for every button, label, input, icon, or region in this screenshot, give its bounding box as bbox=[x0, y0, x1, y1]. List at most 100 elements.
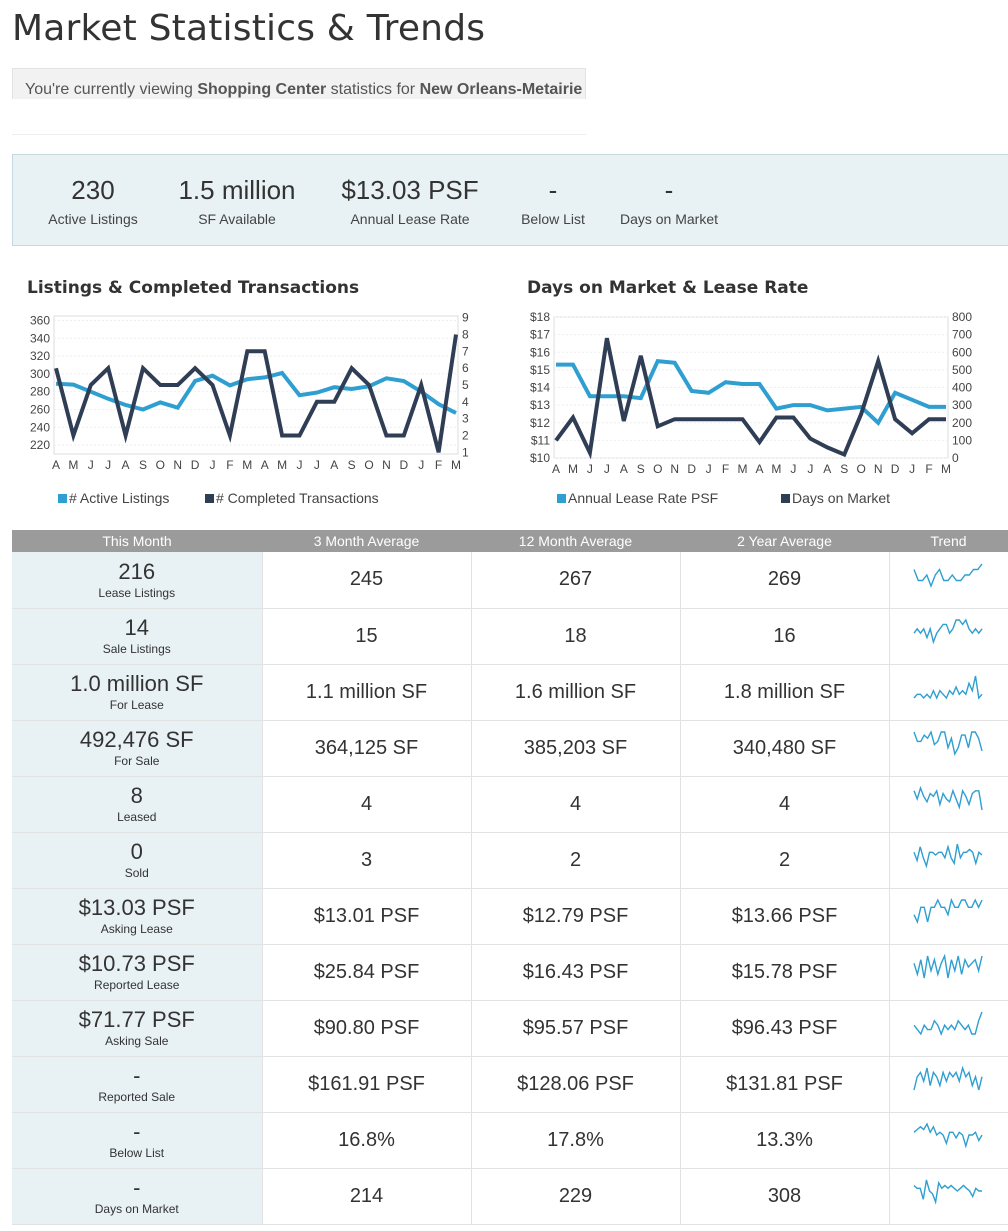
sparkline-path bbox=[913, 1122, 983, 1149]
this-month-value: $71.77 PSF bbox=[78, 1007, 195, 1032]
this-month-cell: - Below List bbox=[12, 1112, 262, 1169]
metric-label: Asking Sale bbox=[105, 1034, 169, 1048]
y-right-tick-label: 5 bbox=[462, 378, 469, 392]
trend-cell bbox=[888, 776, 1008, 833]
x-tick-label: F bbox=[925, 462, 932, 476]
y-left-tick-label: $11 bbox=[531, 433, 550, 447]
y-left-tick-label: 340 bbox=[30, 331, 50, 345]
three-month-average: $13.01 PSF bbox=[261, 888, 471, 945]
x-tick-label: A bbox=[52, 458, 60, 472]
table-row: 492,476 SF For Sale 364,125 SF 385,203 SF 34… bbox=[12, 720, 1008, 777]
x-tick-label: N bbox=[173, 458, 182, 472]
trend-cell bbox=[888, 1112, 1008, 1169]
two-year-average: 308 bbox=[679, 1168, 889, 1225]
trend-cell bbox=[888, 944, 1008, 1001]
this-month-value: - bbox=[133, 1175, 141, 1200]
summary-panel: 230 Active Listings 1.5 million SF Avail… bbox=[12, 154, 1008, 246]
summary-value: - bbox=[664, 175, 674, 205]
header-trend: Trend bbox=[889, 530, 1008, 552]
two-year-average: $96.43 PSF bbox=[679, 1000, 889, 1057]
stats-table: This Month 3 Month Average 12 Month Aver… bbox=[12, 530, 1008, 1225]
twelve-month-average: 385,203 SF bbox=[470, 720, 680, 777]
three-month-average: $161.91 PSF bbox=[261, 1056, 471, 1113]
table-row: - Below List 16.8% 17.8% 13.3% bbox=[12, 1112, 1008, 1169]
sparkline-path bbox=[913, 675, 983, 700]
sparkline-path bbox=[913, 897, 983, 925]
summary-label: Active Listings bbox=[48, 211, 138, 227]
summary-value: $13.03 PSF bbox=[341, 175, 479, 205]
y-right-tick-label: 8 bbox=[462, 328, 469, 342]
three-month-average: $90.80 PSF bbox=[261, 1000, 471, 1057]
x-tick-label: D bbox=[891, 462, 900, 476]
three-month-average: 1.1 million SF bbox=[261, 664, 471, 721]
two-year-average: 13.3% bbox=[679, 1112, 889, 1169]
x-tick-label: D bbox=[399, 458, 408, 472]
legend-label: Days on Market bbox=[792, 490, 890, 506]
legend-swatch bbox=[58, 494, 67, 503]
twelve-month-average: 17.8% bbox=[470, 1112, 680, 1169]
sparkline-path bbox=[913, 618, 983, 645]
y-right-tick-label: 700 bbox=[952, 328, 972, 342]
two-year-average: 1.8 million SF bbox=[679, 664, 889, 721]
trend-sparkline bbox=[913, 843, 983, 869]
y-left-tick-label: $17 bbox=[530, 328, 550, 342]
table-row: 216 Lease Listings 245 267 269 bbox=[12, 552, 1008, 609]
summary-sf-available: 1.5 million SF Available bbox=[171, 171, 303, 229]
two-year-average: 2 bbox=[679, 832, 889, 889]
x-tick-label: M bbox=[451, 458, 461, 472]
trend-sparkline bbox=[913, 897, 983, 925]
y-right-tick-label: 3 bbox=[462, 412, 469, 426]
trend-cell bbox=[888, 552, 1008, 609]
y-right-tick-label: 600 bbox=[952, 345, 972, 359]
chart-title-days-lease: Days on Market & Lease Rate bbox=[527, 278, 809, 298]
two-year-average: 16 bbox=[679, 608, 889, 665]
twelve-month-average: 4 bbox=[470, 776, 680, 833]
x-tick-label: J bbox=[88, 458, 94, 472]
this-month-cell: - Reported Sale bbox=[12, 1056, 262, 1113]
this-month-cell: 0 Sold bbox=[12, 832, 262, 889]
series-line bbox=[556, 358, 946, 426]
y-right-tick-label: 500 bbox=[952, 363, 972, 377]
this-month-value: - bbox=[133, 1119, 141, 1144]
viewing-market: New Orleans-Metairie bbox=[419, 81, 583, 98]
x-tick-label: F bbox=[722, 462, 729, 476]
x-tick-label: A bbox=[755, 462, 763, 476]
metric-label: Sale Listings bbox=[102, 642, 171, 656]
three-month-average: 3 bbox=[261, 832, 471, 889]
metric-label: Reported Sale bbox=[98, 1090, 176, 1104]
this-month-cell: 14 Sale Listings bbox=[12, 608, 262, 665]
x-tick-label: D bbox=[687, 462, 696, 476]
x-tick-label: J bbox=[296, 458, 302, 472]
trend-sparkline bbox=[913, 1011, 983, 1036]
x-tick-label: J bbox=[706, 462, 712, 476]
x-tick-label: J bbox=[807, 462, 813, 476]
x-tick-label: S bbox=[637, 462, 645, 476]
trend-sparkline bbox=[913, 675, 983, 700]
table-row: $13.03 PSF Asking Lease $13.01 PSF $12.79 P… bbox=[12, 888, 1008, 945]
table-row: 14 Sale Listings 15 18 16 bbox=[12, 608, 1008, 665]
x-tick-label: O bbox=[857, 462, 866, 476]
divider bbox=[12, 134, 586, 135]
trend-cell bbox=[888, 608, 1008, 665]
trend-cell bbox=[888, 1000, 1008, 1057]
y-right-tick-label: 6 bbox=[462, 361, 469, 375]
three-month-average: 214 bbox=[261, 1168, 471, 1225]
y-left-tick-label: $16 bbox=[530, 345, 550, 359]
x-tick-label: J bbox=[790, 462, 796, 476]
this-month-value: 14 bbox=[124, 615, 149, 640]
this-month-cell: - Days on Market bbox=[12, 1168, 262, 1225]
twelve-month-average: $95.57 PSF bbox=[470, 1000, 680, 1057]
x-tick-label: M bbox=[277, 458, 287, 472]
table-row: 1.0 million SF For Lease 1.1 million SF 1.6… bbox=[12, 664, 1008, 721]
x-tick-label: F bbox=[435, 458, 442, 472]
chart-days-lease-rate: $10 $11 $12 $13 $14 $15 $16 $17 $18 0 100 200 300 400… bbox=[530, 310, 972, 506]
metric-label: Asking Lease bbox=[100, 922, 173, 936]
summary-value: 1.5 million bbox=[178, 175, 296, 205]
x-tick-label: J bbox=[105, 458, 111, 472]
trend-sparkline bbox=[913, 730, 983, 756]
summary-days-on-market: - Days on Market bbox=[613, 171, 725, 229]
y-left-tick-label: $10 bbox=[530, 451, 550, 465]
table-row: - Reported Sale $161.91 PSF $128.06 PSF $131… bbox=[12, 1056, 1008, 1113]
this-month-value: 492,476 SF bbox=[79, 727, 194, 752]
